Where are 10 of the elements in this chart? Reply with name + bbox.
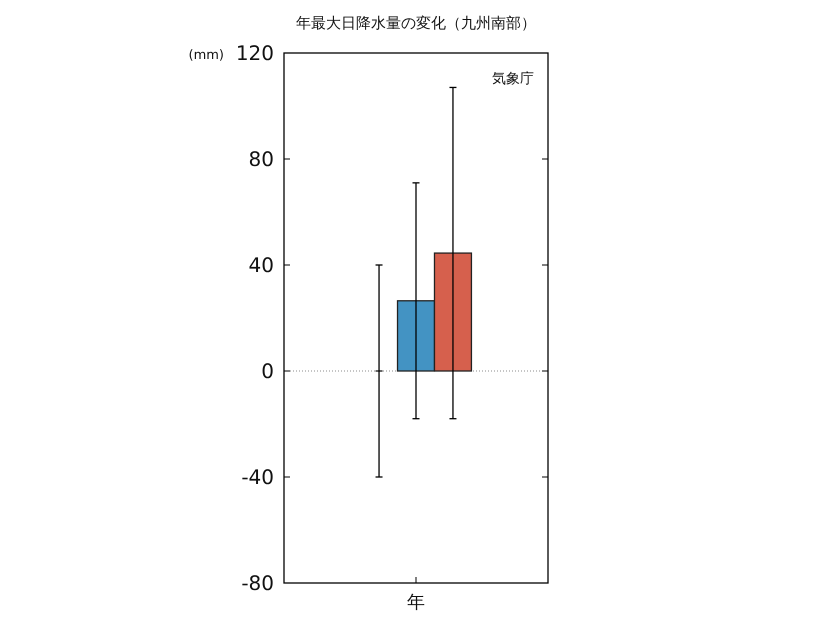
chart-title: 年最大日降水量の変化（九州南部） [296, 14, 536, 32]
y-tick-label: 120 [236, 41, 274, 65]
y-tick-label: 40 [248, 253, 274, 277]
y-tick-label: 80 [248, 147, 274, 171]
y-tick-label: -40 [241, 465, 274, 489]
annotation: 気象庁 [492, 71, 534, 87]
y-tick-label: 0 [261, 359, 274, 383]
y-tick-label: -80 [241, 571, 274, 595]
x-tick-label: 年 [407, 592, 425, 613]
y-axis-title: (mm) [188, 48, 224, 63]
